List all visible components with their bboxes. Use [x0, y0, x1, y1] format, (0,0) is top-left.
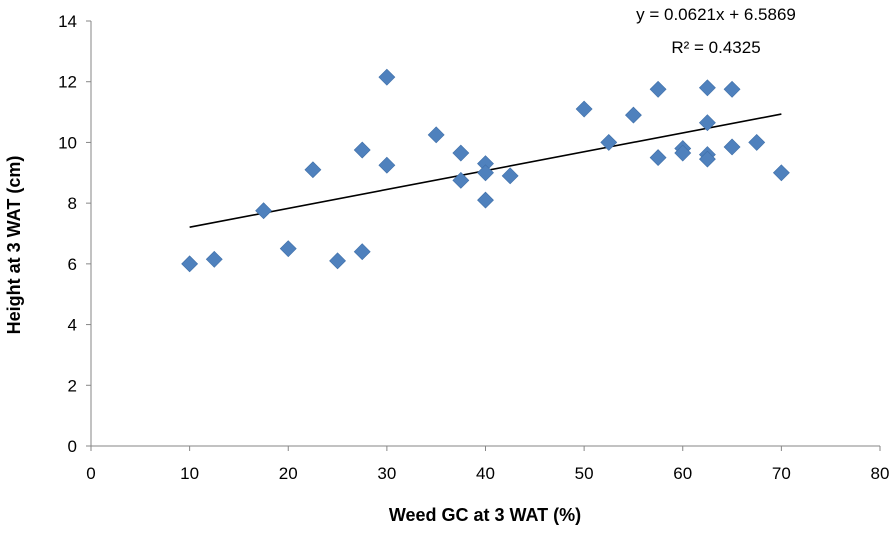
data-point — [698, 150, 716, 168]
y-tick-label: 6 — [68, 255, 77, 274]
data-point — [501, 167, 519, 185]
data-point — [378, 68, 396, 86]
data-point — [723, 138, 741, 156]
x-tick-label: 60 — [673, 464, 692, 483]
data-point — [748, 134, 766, 151]
data-point — [723, 80, 741, 98]
x-axis-title: Weed GC at 3 WAT (%) — [389, 505, 581, 525]
y-axis-title: Height at 3 WAT (cm) — [4, 156, 24, 335]
data-point — [304, 161, 322, 179]
data-point — [205, 250, 223, 268]
data-point — [329, 252, 346, 270]
x-tick-label: 50 — [575, 464, 594, 483]
x-tick-label: 30 — [377, 464, 396, 483]
x-tick-labels: 0 10 20 30 40 50 60 70 80 — [86, 464, 889, 483]
data-point — [477, 191, 494, 209]
data-point — [625, 106, 642, 124]
x-tick-label: 10 — [180, 464, 199, 483]
data-point — [477, 164, 494, 182]
data-point — [452, 171, 470, 189]
y-tick-label: 10 — [58, 133, 77, 152]
data-point — [452, 144, 470, 162]
y-tick-label: 8 — [68, 194, 77, 213]
data-point — [575, 100, 593, 118]
trendline-r-squared: R² = 0.4325 — [671, 38, 760, 57]
y-tick-label: 2 — [68, 376, 77, 395]
y-tick-label: 4 — [68, 316, 77, 335]
data-point — [600, 134, 618, 151]
data-point — [353, 243, 371, 261]
y-tick-label: 0 — [68, 437, 77, 456]
y-tick-labels: 0 2 4 6 8 10 12 14 — [58, 12, 77, 456]
trendline-equation: y = 0.0621x + 6.5869 — [636, 5, 796, 24]
data-point — [353, 141, 371, 159]
x-tick-label: 70 — [772, 464, 791, 483]
data-point — [698, 114, 716, 132]
data-point — [674, 144, 692, 162]
x-tick-label: 0 — [86, 464, 95, 483]
data-point — [772, 164, 790, 182]
x-tick-label: 40 — [476, 464, 495, 483]
x-tick-label: 80 — [871, 464, 890, 483]
data-point — [649, 80, 667, 98]
y-tick-label: 12 — [58, 73, 77, 92]
data-point — [649, 149, 667, 167]
y-tick-label: 14 — [58, 12, 77, 31]
data-point — [698, 79, 716, 97]
data-point — [279, 240, 297, 258]
data-point — [427, 126, 445, 144]
data-point — [255, 202, 273, 220]
axes — [86, 20, 881, 451]
data-point — [378, 156, 396, 174]
data-point — [181, 255, 199, 273]
data-points — [181, 68, 790, 273]
x-tick-label: 20 — [279, 464, 298, 483]
